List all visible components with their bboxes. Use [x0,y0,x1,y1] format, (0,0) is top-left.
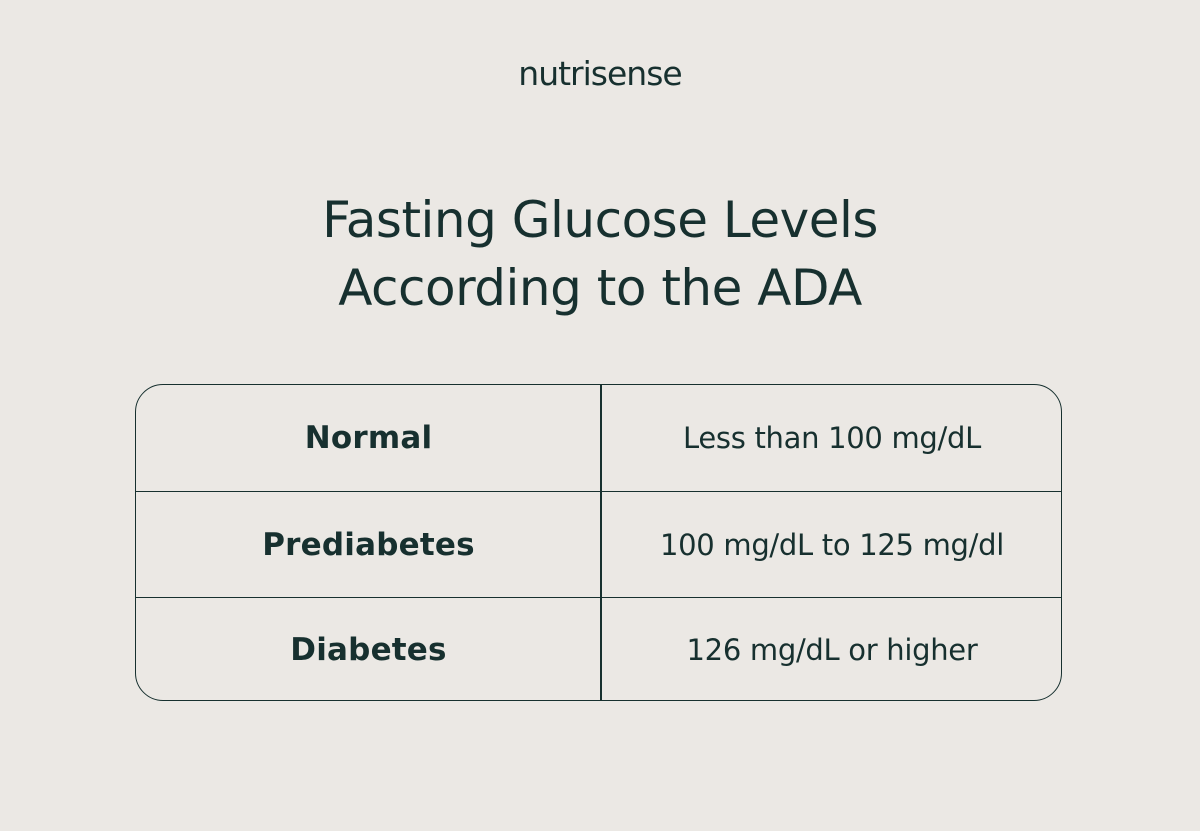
title-line-2: According to the ADA [338,259,862,317]
column-divider [600,385,602,700]
table-row-normal: Normal Less than 100 mg/dL [136,385,1061,491]
table-row-prediabetes: Prediabetes 100 mg/dL to 125 mg/dl [136,491,1061,597]
row-label: Diabetes [290,632,447,668]
page-title: Fasting Glucose Levels According to the … [0,186,1200,322]
table-row-diabetes: Diabetes 126 mg/dL or higher [136,597,1061,700]
title-line-1: Fasting Glucose Levels [322,191,878,249]
row-value: 126 mg/dL or higher [686,633,978,667]
brand-logo: nutrisense [518,54,682,93]
glucose-levels-table: Normal Less than 100 mg/dL Prediabetes 1… [135,384,1062,701]
row-label: Prediabetes [262,526,475,563]
row-value: 100 mg/dL to 125 mg/dl [660,527,1004,562]
row-value: Less than 100 mg/dL [683,421,981,455]
row-label: Normal [304,420,433,456]
